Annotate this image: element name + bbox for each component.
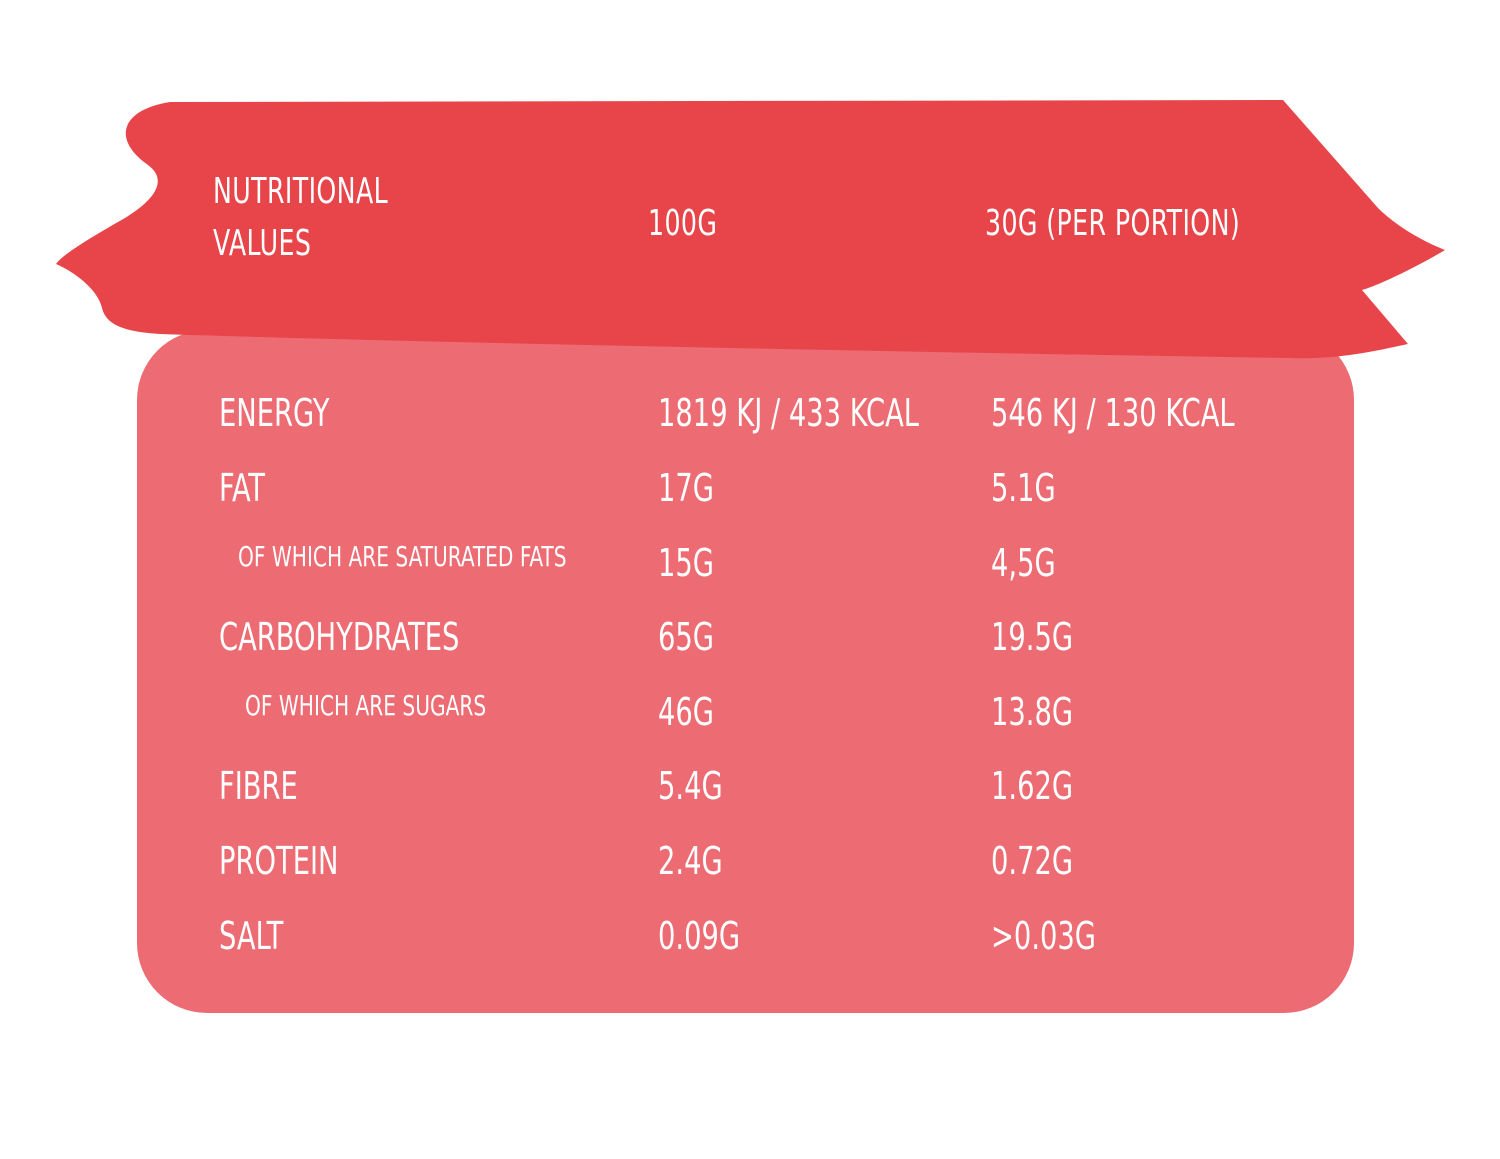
- value-per-100g: 65G: [658, 615, 714, 659]
- value-per-100g: 2.4G: [658, 839, 723, 883]
- value-per-100g: 0.09G: [658, 914, 741, 958]
- value-per-100g: 15G: [658, 541, 714, 585]
- nutrient-sublabel: OF WHICH ARE SATURATED FATS: [238, 540, 567, 573]
- table-row: SALT 0.09G >0.03G: [0, 906, 1500, 966]
- table-row: PROTEIN 2.4G 0.72G: [0, 831, 1500, 891]
- nutrient-label: FIBRE: [219, 764, 298, 808]
- value-per-portion: 0.72G: [991, 839, 1074, 883]
- table-row: FAT 17G 5.1G: [0, 458, 1500, 518]
- header-30g-portion: 30G (PER PORTION): [985, 203, 1241, 244]
- banner-shape: [56, 100, 1445, 359]
- nutrient-label: CARBOHYDRATES: [219, 615, 460, 659]
- nutrient-sublabel: OF WHICH ARE SUGARS: [245, 689, 487, 722]
- value-per-portion: 13.8G: [991, 690, 1074, 734]
- header-label-line2: VALUES: [213, 223, 312, 264]
- table-row: CARBOHYDRATES 65G 19.5G: [0, 607, 1500, 667]
- header-label-line1: NUTRITIONAL: [213, 171, 389, 212]
- value-per-100g: 46G: [658, 690, 714, 734]
- value-per-100g: 5.4G: [658, 764, 723, 808]
- nutrient-label: ENERGY: [219, 391, 330, 435]
- table-row: ENERGY 1819 KJ / 433 KCAL 546 KJ / 130 K…: [0, 383, 1500, 443]
- value-per-portion: 546 KJ / 130 KCAL: [991, 391, 1235, 435]
- header-banner: [56, 100, 1445, 359]
- value-per-portion: 5.1G: [991, 466, 1056, 510]
- table-row: FIBRE 5.4G 1.62G: [0, 756, 1500, 816]
- nutrient-label: PROTEIN: [219, 839, 339, 883]
- value-per-portion: 1.62G: [991, 764, 1074, 808]
- value-per-100g: 1819 KJ / 433 KCAL: [658, 391, 920, 435]
- value-per-100g: 17G: [658, 466, 714, 510]
- value-per-portion: >0.03G: [991, 914, 1096, 958]
- table-row: OF WHICH ARE SUGARS 46G 13.8G: [0, 676, 1500, 736]
- values-panel: [137, 330, 1354, 1013]
- value-per-portion: 19.5G: [991, 615, 1074, 659]
- value-per-portion: 4,5G: [991, 541, 1056, 585]
- table-row: OF WHICH ARE SATURATED FATS 15G 4,5G: [0, 527, 1500, 587]
- header-label: NUTRITIONAL VALUES: [213, 166, 463, 270]
- header-100g: 100G: [648, 203, 718, 244]
- nutrient-label: SALT: [219, 914, 284, 958]
- nutrient-label: FAT: [219, 466, 265, 510]
